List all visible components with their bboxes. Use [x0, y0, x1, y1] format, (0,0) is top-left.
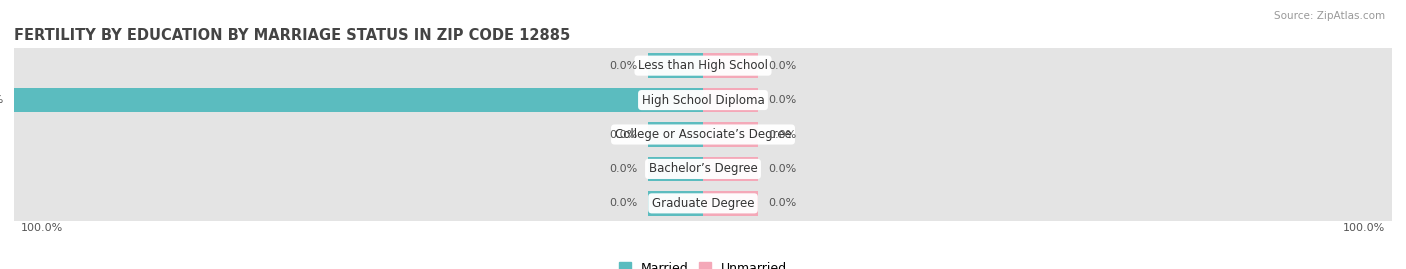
Text: 100.0%: 100.0% [0, 95, 4, 105]
Bar [703, 157, 758, 181]
Bar [14, 117, 1392, 152]
Bar [14, 83, 1392, 117]
Text: 0.0%: 0.0% [609, 129, 637, 140]
Text: College or Associate’s Degree: College or Associate’s Degree [614, 128, 792, 141]
Bar [14, 48, 1392, 83]
Text: 0.0%: 0.0% [769, 129, 797, 140]
Text: 0.0%: 0.0% [769, 164, 797, 174]
Text: High School Diploma: High School Diploma [641, 94, 765, 107]
Text: 0.0%: 0.0% [769, 61, 797, 71]
Text: 0.0%: 0.0% [769, 95, 797, 105]
Text: Less than High School: Less than High School [638, 59, 768, 72]
Bar [648, 122, 703, 147]
Bar [703, 88, 758, 112]
Bar [648, 53, 703, 78]
Bar [648, 191, 703, 216]
Bar [703, 122, 758, 147]
Text: 100.0%: 100.0% [21, 223, 63, 233]
Bar [14, 152, 1392, 186]
Bar [703, 191, 758, 216]
Text: 0.0%: 0.0% [609, 198, 637, 208]
Text: 100.0%: 100.0% [1343, 223, 1385, 233]
Bar [14, 186, 1392, 221]
Bar [14, 88, 703, 112]
Text: 0.0%: 0.0% [769, 198, 797, 208]
Text: Graduate Degree: Graduate Degree [652, 197, 754, 210]
Legend: Married, Unmarried: Married, Unmarried [613, 257, 793, 269]
Bar [703, 53, 758, 78]
Bar [648, 157, 703, 181]
Text: 0.0%: 0.0% [609, 61, 637, 71]
Text: 0.0%: 0.0% [609, 164, 637, 174]
Text: Bachelor’s Degree: Bachelor’s Degree [648, 162, 758, 175]
Text: FERTILITY BY EDUCATION BY MARRIAGE STATUS IN ZIP CODE 12885: FERTILITY BY EDUCATION BY MARRIAGE STATU… [14, 28, 571, 43]
Text: Source: ZipAtlas.com: Source: ZipAtlas.com [1274, 11, 1385, 21]
